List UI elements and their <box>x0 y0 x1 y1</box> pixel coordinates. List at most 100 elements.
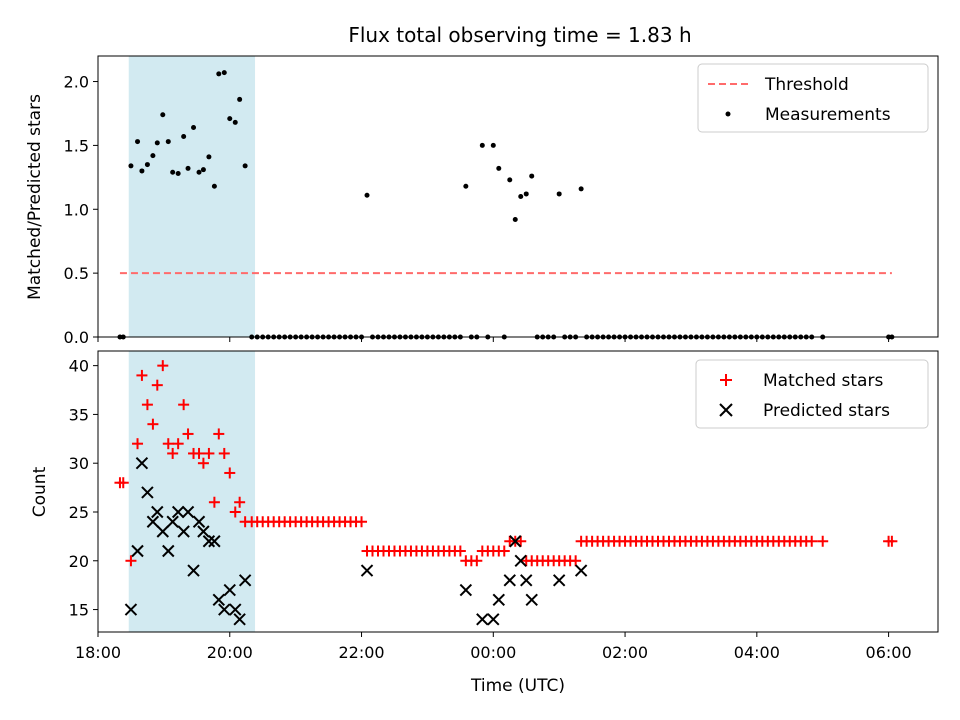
predicted-stars-points <box>124 456 588 626</box>
predicted-star-point <box>141 486 154 499</box>
chart-title: Flux total observing time = 1.83 h <box>348 23 691 47</box>
measurement-point <box>479 142 485 148</box>
matched-star-point <box>162 438 174 450</box>
top-y-tick-label: 1.0 <box>64 200 89 219</box>
predicted-star-point <box>218 603 231 616</box>
measurement-point <box>221 70 227 76</box>
matched-star-point <box>203 447 215 459</box>
legend-predicted-label: Predicted stars <box>763 401 890 421</box>
matched-star-point <box>125 555 137 567</box>
measurement-point <box>128 163 134 169</box>
measurement-point <box>364 192 370 198</box>
matched-star-point <box>570 555 582 567</box>
predicted-star-point <box>197 525 210 538</box>
measurement-point <box>191 125 197 131</box>
legend-matched-swatch <box>720 374 732 386</box>
x-tick-label: 02:00 <box>602 643 648 662</box>
predicted-star-point <box>574 564 588 577</box>
predicted-star-point <box>202 535 216 548</box>
measurement-point <box>242 163 248 169</box>
measurement-point <box>165 139 171 145</box>
x-tick-label: 22:00 <box>338 643 384 662</box>
predicted-star-point <box>208 535 221 548</box>
x-tick-label: 04:00 <box>734 643 780 662</box>
measurement-point <box>496 165 502 171</box>
measurement-point <box>556 191 562 197</box>
top-legend-box <box>697 63 929 133</box>
bottom-y-tick-label: 35 <box>69 405 89 424</box>
matched-star-point <box>886 535 898 547</box>
predicted-star-point <box>229 603 242 616</box>
matched-star-point <box>147 418 159 430</box>
predicted-star-point <box>233 613 246 626</box>
predicted-star-point <box>514 554 527 567</box>
bottom-panel: 15 20 25 30 35 40 18:00 20:00 22:00 00:00 02:00 04… <box>30 350 939 696</box>
predicted-star-point <box>238 574 252 587</box>
matched-star-point <box>197 457 209 469</box>
matched-star-point <box>141 399 153 411</box>
measurement-point <box>200 167 206 173</box>
measurement-point <box>175 171 181 177</box>
top-y-tick-label: 1.5 <box>64 136 89 155</box>
measurement-point <box>463 183 469 189</box>
predicted-star-point <box>476 613 489 626</box>
top-axes-frame <box>97 55 939 338</box>
top-y-axis: 0.0 0.5 1.0 1.5 2.0 <box>64 73 98 347</box>
measurement-point <box>154 140 160 146</box>
matched-star-point <box>224 467 236 479</box>
measurement-point <box>518 194 524 199</box>
predicted-star-point <box>166 515 179 528</box>
matched-star-point <box>213 428 225 440</box>
predicted-star-point <box>360 564 374 577</box>
measurement-point <box>139 168 145 174</box>
bottom-axes-frame <box>97 350 939 633</box>
measurement-point <box>181 133 187 139</box>
legend-threshold-label: Threshold <box>764 75 849 95</box>
predicted-star-point <box>181 505 195 519</box>
matched-star-point <box>356 516 368 528</box>
x-tick-label: 20:00 <box>207 643 253 662</box>
predicted-star-point <box>146 515 160 528</box>
bottom-y-tick-label: 25 <box>69 503 89 522</box>
predicted-star-point <box>520 574 533 587</box>
matched-star-point <box>136 369 148 381</box>
bottom-x-axis: 18:00 20:00 22:00 00:00 02:00 04:00 06:00 <box>75 632 912 662</box>
matched-star-point <box>498 545 510 557</box>
predicted-star-point <box>459 583 473 597</box>
predicted-star-point <box>135 456 149 470</box>
matched-star-point <box>218 447 230 459</box>
predicted-star-point <box>525 593 538 607</box>
matched-star-point <box>117 477 129 489</box>
measurement-point <box>523 191 529 197</box>
matched-star-point <box>817 535 829 547</box>
top-y-tick-label: 0.5 <box>64 264 89 283</box>
measurement-point <box>144 162 150 168</box>
predicted-star-point <box>503 574 516 587</box>
matched-star-point <box>193 447 205 459</box>
legend-predicted-swatch <box>719 403 733 417</box>
legend-measurements-swatch <box>725 111 731 117</box>
matched-star-point <box>234 496 246 508</box>
predicted-star-point <box>223 583 236 597</box>
bottom-y-tick-label: 40 <box>69 357 89 376</box>
matched-star-point <box>471 555 483 567</box>
predicted-star-point <box>552 574 566 587</box>
matched-star-point <box>806 535 818 547</box>
predicted-star-point <box>212 593 225 607</box>
top-y-axis-label: Matched/Predicted stars <box>25 94 45 300</box>
legend-matched-label: Matched stars <box>763 371 883 391</box>
predicted-star-point <box>124 603 138 616</box>
legend-measurements-label: Measurements <box>765 105 891 125</box>
x-tick-label: 06:00 <box>866 643 912 662</box>
matched-star-point <box>172 438 184 450</box>
measurement-point <box>512 216 518 222</box>
measurement-point <box>185 165 191 171</box>
measurement-point <box>237 96 243 102</box>
matched-star-point <box>151 379 163 391</box>
measurement-point <box>135 139 141 145</box>
bottom-y-tick-label: 30 <box>69 454 89 473</box>
predicted-star-point <box>187 564 200 577</box>
measurement-point <box>490 142 496 148</box>
matched-star-point <box>167 447 179 459</box>
